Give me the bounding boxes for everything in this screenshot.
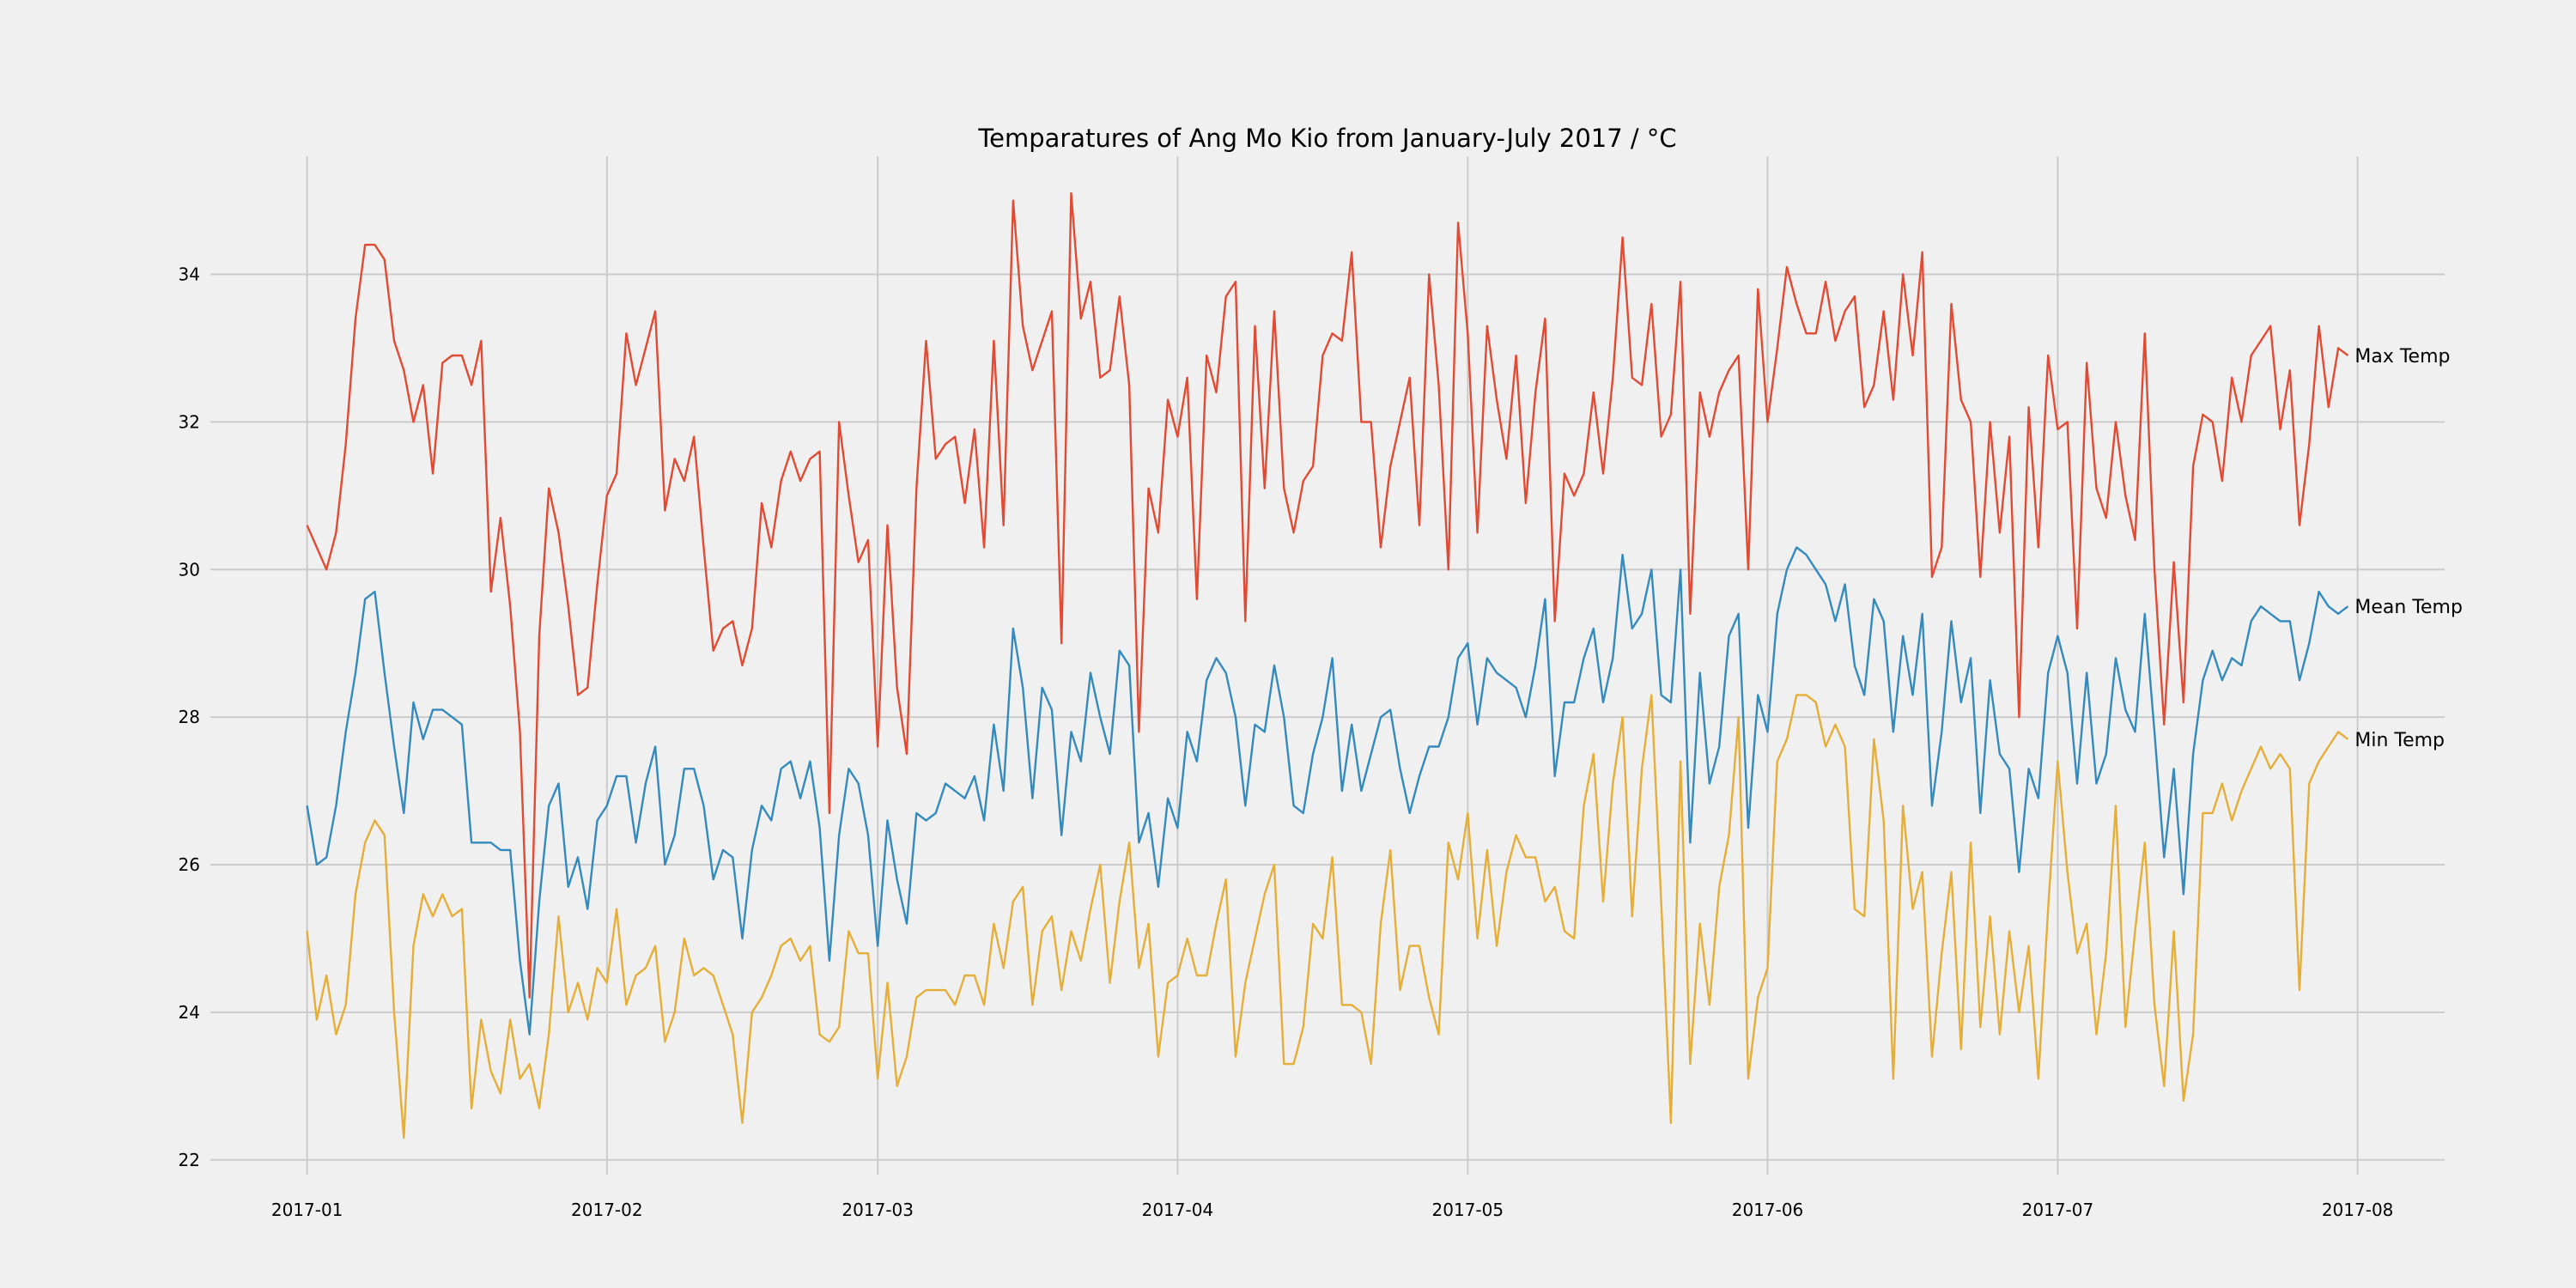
y-tick-label: 30 — [179, 559, 200, 580]
x-axis: 2017-01 2017-02 2017-03 2017-04 2017-05 2017-… — [271, 1200, 2394, 1220]
series-label-max-temp: Max Temp — [2354, 346, 2450, 368]
series-labels: Max Temp Mean Temp Min Temp — [2354, 346, 2463, 751]
x-tick-label: 2017-05 — [1432, 1200, 1504, 1220]
x-tick-label: 2017-07 — [2022, 1200, 2094, 1220]
series-lines — [306, 191, 2349, 1139]
y-tick-label: 34 — [179, 264, 200, 285]
x-tick-label: 2017-06 — [1732, 1200, 1804, 1220]
series-label-min-temp: Min Temp — [2354, 730, 2445, 751]
x-tick-label: 2017-01 — [271, 1200, 343, 1220]
y-tick-label: 26 — [179, 854, 200, 875]
series-line-min-temp — [306, 694, 2349, 1139]
series-line-max-temp — [306, 191, 2349, 999]
y-tick-label: 24 — [179, 1002, 200, 1023]
chart-title: Temparatures of Ang Mo Kio from January-… — [977, 124, 1676, 153]
x-tick-label: 2017-04 — [1142, 1200, 1214, 1220]
grid — [210, 156, 2445, 1175]
series-line-mean-temp — [306, 546, 2349, 1036]
x-tick-label: 2017-02 — [571, 1200, 643, 1220]
x-tick-label: 2017-08 — [2322, 1200, 2394, 1220]
y-tick-label: 28 — [179, 707, 200, 727]
y-axis: 22 24 26 28 30 32 34 — [179, 264, 200, 1170]
y-tick-label: 22 — [179, 1150, 200, 1170]
series-label-mean-temp: Mean Temp — [2354, 597, 2463, 618]
y-tick-label: 32 — [179, 411, 200, 432]
x-tick-label: 2017-03 — [841, 1200, 914, 1220]
